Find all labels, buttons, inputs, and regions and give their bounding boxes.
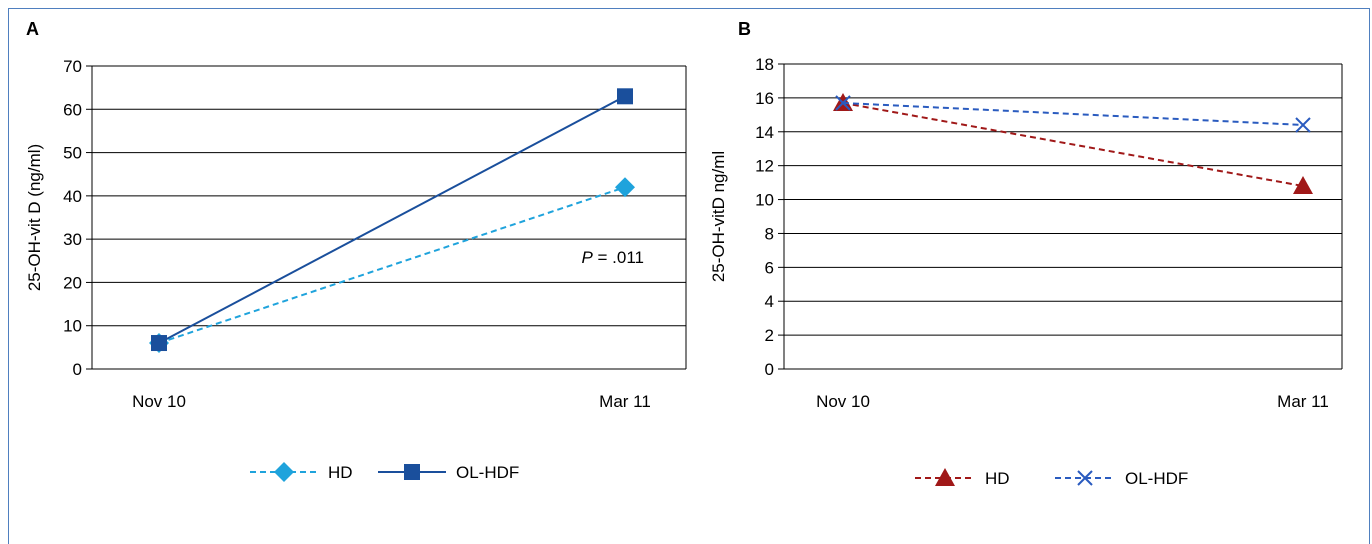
panel-a-p-value-annotation: P = .011: [581, 248, 644, 267]
legend-marker-hd: [274, 462, 294, 482]
y-tick-label: 2: [765, 326, 774, 345]
data-point-ol-hdf-stroke-2: [835, 95, 851, 111]
legend-label-ol-hdf: OL-HDF: [1125, 469, 1188, 488]
x-tick-label: Mar 11: [1277, 392, 1329, 411]
x-tick-label: Mar 11: [599, 392, 651, 411]
x-tick-label: Nov 10: [816, 392, 870, 411]
legend-marker-ol-hdf-stroke-2: [1077, 470, 1093, 486]
y-tick-label: 16: [755, 89, 774, 108]
data-point-ol-hdf: [1295, 117, 1311, 133]
legend-label-ol-hdf: OL-HDF: [456, 463, 519, 482]
data-point-ol-hdf: [835, 95, 851, 111]
panel-a-label: A: [26, 19, 39, 39]
data-point-ol-hdf: [151, 335, 167, 352]
panel-b-label: B: [738, 19, 751, 39]
data-point-ol-hdf-stroke-2: [1295, 117, 1311, 133]
y-tick-label: 4: [765, 292, 774, 311]
y-tick-label: 6: [765, 258, 774, 277]
panel-b-plot: 0 2 4 6 8 10 12 14 16 18 Nov 10 Mar 11 HD OL-HDF: [755, 55, 1343, 488]
legend-marker-ol-hdf: [404, 464, 420, 480]
data-point-ol-hdf: [617, 88, 633, 105]
y-tick-label: 10: [755, 191, 774, 210]
series-line-ol-hdf: [158, 95, 626, 344]
legend-label-hd: HD: [328, 463, 353, 482]
y-tick-label: 12: [755, 157, 774, 176]
data-point-hd: [1293, 176, 1313, 194]
p-value-text: = .011: [593, 248, 644, 267]
series-line-hd: [158, 186, 626, 344]
figure-frame: [8, 8, 1370, 544]
series-line-hd: [842, 101, 1304, 187]
y-tick-label: 8: [765, 224, 774, 243]
legend-label-hd: HD: [985, 469, 1010, 488]
p-italic: P: [581, 248, 593, 267]
panel-b-y-axis-label: 25-OH-vitD ng/ml: [709, 151, 728, 282]
y-tick-label: 70: [63, 57, 82, 76]
legend-marker-hd: [935, 468, 955, 486]
y-tick-label: 50: [63, 144, 82, 163]
y-tick-label: 10: [63, 317, 82, 336]
y-tick-label: 20: [63, 273, 82, 292]
series-line-ol-hdf: [842, 101, 1304, 126]
panel-a-plot: 0 10 20 30 40 50 60 70 Nov 10 Mar 11 HD OL-HDF: [63, 57, 687, 482]
y-tick-label: 60: [63, 100, 82, 119]
y-tick-label: 18: [755, 55, 774, 74]
y-tick-label: 0: [765, 360, 774, 379]
panel-a-y-axis-label: 25-OH-vit D (ng/ml): [25, 144, 44, 291]
y-tick-label: 0: [73, 360, 82, 379]
legend-marker-ol-hdf: [1077, 470, 1093, 486]
y-tick-label: 30: [63, 230, 82, 249]
data-point-hd: [615, 177, 635, 198]
y-tick-label: 40: [63, 187, 82, 206]
x-tick-label: Nov 10: [132, 392, 186, 411]
y-tick-label: 14: [755, 123, 774, 142]
